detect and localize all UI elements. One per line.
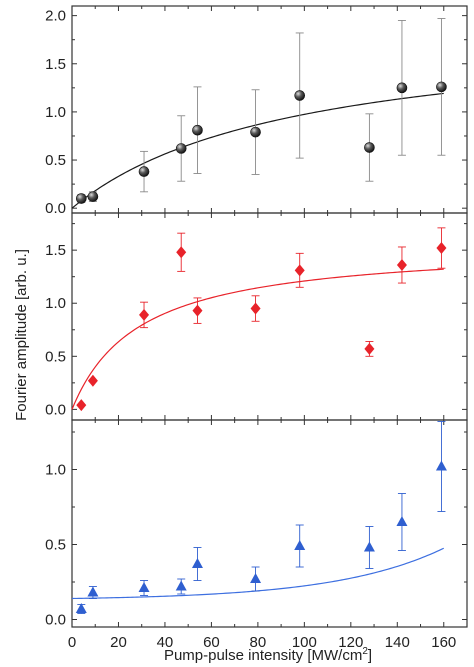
y-tick-label: 0.5 (45, 537, 66, 554)
x-tick-label: 120 (338, 634, 363, 651)
data-point-triangle (294, 540, 306, 550)
x-tick-label: 140 (385, 634, 410, 651)
x-axis-title-main: Pump-pulse intensity [MW/cm (164, 647, 362, 664)
y-tick-label: 0.0 (45, 401, 66, 418)
x-tick-label: 60 (203, 634, 220, 651)
data-point-sphere (250, 126, 261, 138)
x-tick-label: 40 (157, 634, 174, 651)
y-tick-label: 0.5 (45, 152, 66, 169)
x-tick-label: 80 (250, 634, 267, 651)
data-point-sphere (396, 82, 408, 94)
data-point-diamond (294, 264, 305, 277)
panel-1: 0.0 0.5 1.0 1.5 2.0 (45, 5, 468, 217)
data-point-diamond (176, 246, 187, 259)
x-axis-title-superscript: 2 (362, 646, 368, 657)
panel-2: 0.0 0.5 1.0 1.5 (45, 212, 468, 421)
y-tick-label: 2.0 (45, 8, 66, 25)
data-point-sphere (436, 81, 447, 93)
data-point-diamond (396, 259, 407, 272)
data-point-sphere (87, 191, 99, 202)
x-axis-title-end: ] (368, 647, 372, 664)
data-point-sphere (364, 142, 375, 153)
data-point-diamond (192, 304, 203, 317)
data-point-triangle (191, 558, 203, 568)
data-point-triangle (87, 586, 99, 597)
y-tick-label: 0.0 (45, 612, 66, 629)
data-point-sphere (294, 90, 306, 101)
y-axis-title: Fourier amplitude [arb. u.] (13, 249, 30, 421)
data-point-diamond (87, 374, 98, 387)
panel-frame (71, 212, 468, 421)
data-point-triangle (363, 541, 375, 552)
data-point-sphere (75, 193, 87, 204)
data-point-diamond (250, 302, 261, 315)
data-point-triangle (435, 460, 447, 471)
data-point-sphere (138, 166, 150, 177)
y-tick-label: 0.0 (45, 200, 66, 217)
y-tick-label: 1.0 (45, 104, 66, 121)
x-tick-label: 100 (292, 634, 317, 651)
data-point-triangle (75, 603, 87, 613)
y-tick-label: 1.0 (45, 295, 66, 312)
x-tick-label: 0 (68, 634, 76, 651)
fit-curve (71, 268, 444, 410)
data-point-sphere (192, 124, 203, 136)
panel-frame (71, 5, 468, 214)
panel-3: 0.0 0.5 1.0 0 20 40 60 80 100 120 140 160 (45, 419, 468, 651)
data-point-diamond (76, 399, 87, 412)
panels: 0.0 0.5 1.0 1.5 2.0 0.0 0.5 1.0 1.5 0.0 0.5 1.0 0 20 4… (45, 5, 468, 651)
data-point-sphere (175, 143, 187, 154)
data-point-triangle (396, 516, 408, 526)
data-point-diamond (364, 342, 375, 355)
x-axis-title: Pump-pulse intensity [MW/cm2] (164, 646, 372, 664)
panel-frame (71, 419, 468, 628)
x-tick-label: 160 (431, 634, 456, 651)
y-tick-label: 1.0 (45, 462, 66, 479)
data-point-diamond (436, 242, 447, 255)
data-point-triangle (250, 573, 262, 583)
data-point-triangle (138, 582, 150, 592)
data-point-diamond (139, 308, 150, 321)
x-tick-label: 20 (110, 634, 127, 651)
data-point-triangle (175, 580, 187, 591)
y-tick-label: 1.5 (45, 56, 66, 73)
y-tick-label: 0.5 (45, 348, 66, 365)
fit-curve (71, 92, 444, 209)
y-tick-label: 1.5 (45, 242, 66, 259)
